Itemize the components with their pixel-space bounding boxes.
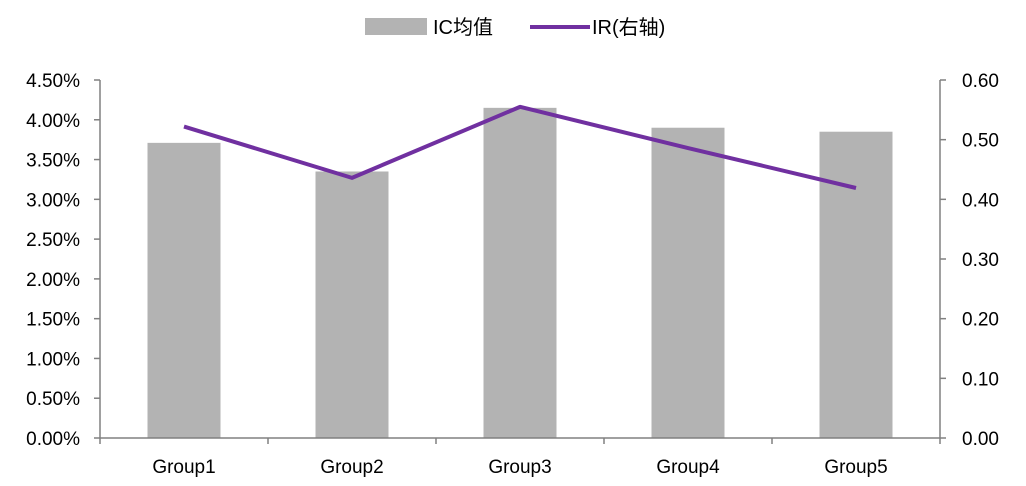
y-left-tick-label: 0.00% [26,429,80,450]
y-right-tick-label: 0.00 [962,429,999,450]
bar-series [147,107,893,439]
y-right-tick-label: 0.30 [962,250,999,271]
bar-group1 [147,142,221,439]
tick-labels: 0.00% 0.50% 1.00% 1.50% 2.00% 2.50% 3.00% 3.50%… [26,71,999,478]
bar-group4 [651,127,725,438]
legend-bar-label: IC均值 [433,16,493,39]
y-left-tick-label: 4.50% [26,71,80,92]
x-tick-label: Group1 [152,457,215,478]
y-right-tick-label: 0.10 [962,369,999,390]
y-left-tick-label: 1.50% [26,310,80,331]
x-tick-label: Group2 [320,457,383,478]
x-tick-label: Group4 [656,457,720,478]
bar-group5 [819,131,893,438]
y-left-tick-label: 2.50% [26,230,80,251]
legend-bar-swatch [365,18,427,35]
legend: IC均值 IR(右轴) [365,16,665,39]
y-left-tick-label: 3.00% [26,190,80,211]
y-right-tick-label: 0.60 [962,71,999,92]
y-right-tick-label: 0.20 [962,310,999,331]
y-left-tick-label: 0.50% [26,389,80,410]
y-left-tick-label: 1.00% [26,349,80,370]
y-right-tick-label: 0.50 [962,131,999,152]
y-left-tick-label: 4.00% [26,111,80,132]
axes [94,79,946,444]
line-series [183,104,857,190]
x-tick-label: Group5 [824,457,887,478]
y-right-tick-label: 0.40 [962,190,999,211]
bar-group2 [315,171,389,438]
y-left-tick-label: 2.00% [26,270,80,291]
y-left-tick-label: 3.50% [26,151,80,172]
legend-line-label: IR(右轴) [592,16,665,39]
x-tick-label: Group3 [488,457,551,478]
bar-group3 [483,107,557,438]
